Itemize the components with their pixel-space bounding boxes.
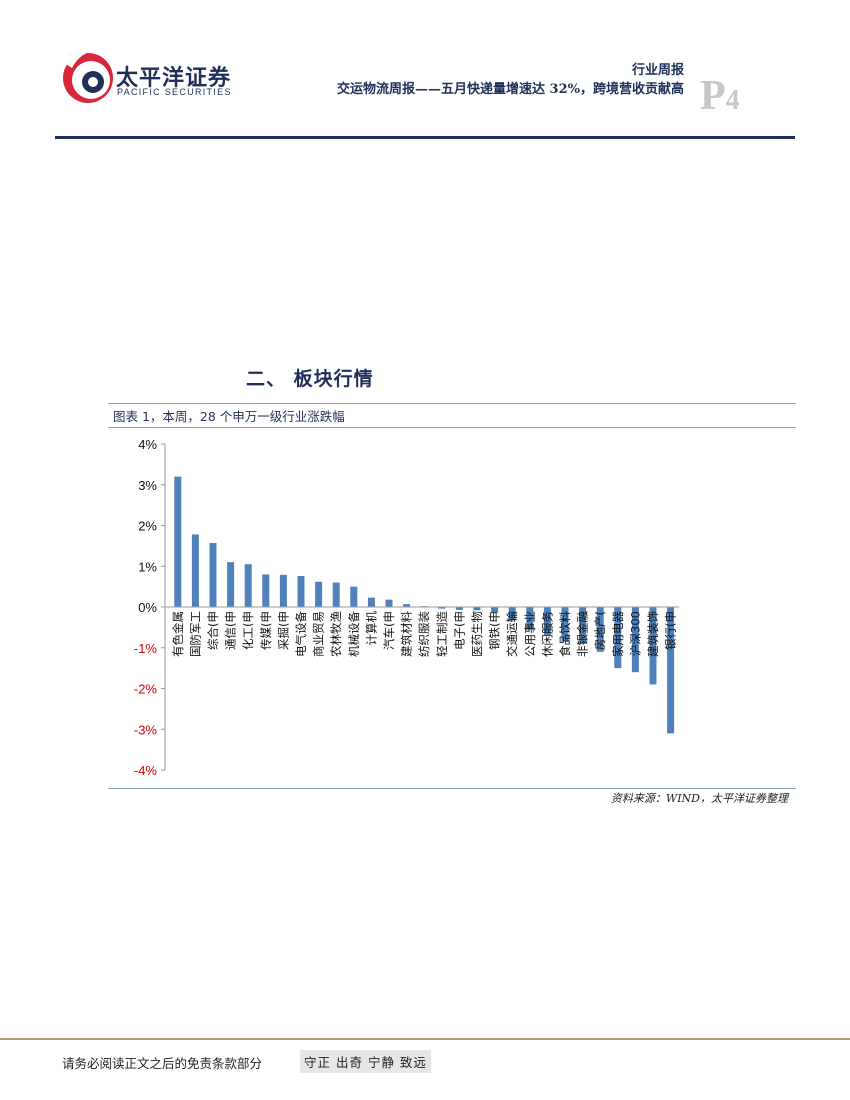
bar [367,597,375,607]
data-source: 资料来源：WIND，太平洋证券整理 [610,792,788,805]
bar [508,607,516,621]
y-tick-label: 1% [138,559,157,574]
y-tick-label: 3% [138,478,157,493]
x-category-label: 沪深300 [628,611,642,656]
bar [279,574,287,607]
header-rule [55,136,795,139]
page-number: P4 [700,72,740,120]
bar [385,599,393,607]
bar [174,476,182,607]
page-digit: 4 [725,85,740,116]
bar [297,576,305,607]
bar [491,607,499,613]
logo-chinese-name: 太平洋证券 [116,66,232,91]
x-category-label: 轻工制造 [435,611,449,657]
x-category-label: 交通运输 [505,611,519,657]
bar [438,607,446,609]
report-category: 行业周报 [631,63,684,78]
section-heading: 二、 板块行情 [246,368,374,390]
footer-rule [0,1038,850,1040]
x-category-label: 医药生物 [470,611,484,657]
logo-english-name: PACIFIC SECURITIES [117,87,232,97]
x-category-label: 商业贸易 [312,611,326,657]
bar [315,581,323,607]
x-category-label: 有色金属 [171,611,185,657]
bar [209,543,217,607]
y-tick-label: -3% [134,722,158,737]
x-category-label: 休闲服务 [540,611,554,657]
figure-top-rule [108,403,796,404]
x-category-label: 国防军工 [188,611,202,657]
x-category-label: 食品饮料 [558,611,572,657]
x-category-label: 综合(申 [206,611,220,650]
bar [526,607,534,630]
x-category-label: 传媒(申 [259,611,273,650]
x-category-label: 采掘(申 [276,611,290,650]
bar [561,607,569,642]
bar [649,607,657,685]
x-category-label: 建筑装饰 [646,611,660,657]
y-tick-label: -1% [134,641,158,656]
figure-caption-rule [108,427,796,428]
bar [332,582,340,607]
x-category-label: 化工(申 [241,611,255,650]
x-category-label: 汽车(申 [382,611,396,650]
bar [350,586,358,607]
report-title: 交运物流周报——五月快递量增速达 32%，跨境营收贡献高 [337,82,684,97]
bar [631,607,639,673]
x-category-label: 公用事业 [523,611,537,657]
bar [667,607,675,734]
x-category-label: 电气设备 [294,611,308,657]
y-tick-label: 0% [138,600,157,615]
x-category-label: 钢铁(申 [488,611,502,650]
x-category-label: 银行(申 [664,611,678,650]
bar [596,607,604,652]
industry-change-bar-chart: 4% 3% 2% 1% 0% -1% -2% -3% -4% 有色金属 国防军工 综合(申 通信(申 化工… [134,437,680,778]
x-category-label: 通信(申 [224,611,238,650]
bar [244,564,252,607]
bar [455,607,463,610]
bar [473,607,481,611]
company-logo [63,49,113,103]
figure-caption: 图表 1，本周，28 个申万一级行业涨跌幅 [113,409,345,424]
bar [543,607,551,636]
y-tick-label: 4% [138,437,157,452]
bar [403,604,411,607]
x-category-label: 建筑材料 [400,611,414,657]
x-category-label: 家用电器 [611,611,625,657]
x-category-label: 纺织服装 [417,611,431,657]
x-category-label: 机械设备 [347,611,361,657]
x-category-label: 房地产( [593,611,607,650]
footer-disclaimer: 请务必阅读正文之后的免责条款部分 [62,1056,263,1071]
x-category-label: 计算机 [364,611,378,646]
source-rule [108,788,796,789]
footer-motto: 守正 出奇 宁静 致远 [300,1050,431,1073]
bar [614,607,622,669]
y-tick-label: -2% [134,682,158,697]
y-tick-label: 2% [138,519,157,534]
y-tick-label: -4% [134,763,158,778]
x-category-label: 农林牧渔 [329,611,343,657]
bar [191,534,199,607]
x-category-label: 电子(申 [452,611,466,650]
page-letter: P [700,73,726,119]
x-category-label: 非银金融 [576,611,590,657]
bar [262,574,270,607]
bar [579,607,587,644]
bar [227,562,235,607]
